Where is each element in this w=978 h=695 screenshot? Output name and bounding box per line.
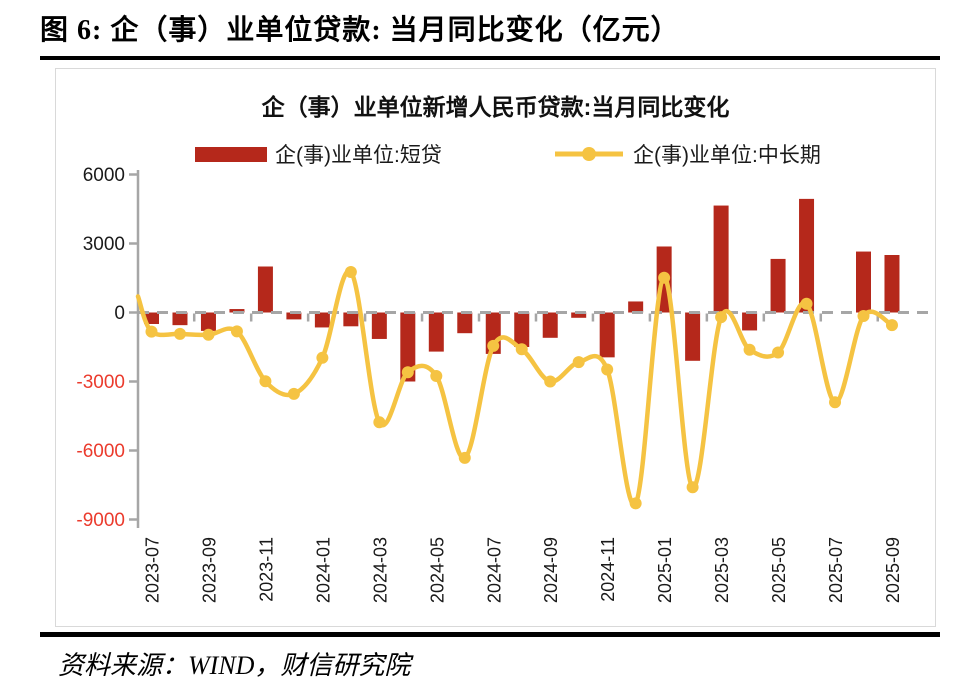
line-marker — [173, 327, 186, 340]
line-marker — [601, 363, 614, 376]
x-tick-label: 2024-07 — [484, 537, 504, 603]
x-tick-label: 2023-11 — [256, 537, 276, 602]
bar — [514, 312, 530, 347]
bar — [257, 266, 273, 313]
bar — [172, 312, 188, 326]
x-tick-label: 2024-03 — [370, 537, 390, 603]
bar — [371, 312, 387, 339]
bar — [770, 258, 786, 313]
x-tick-label: 2024-01 — [313, 537, 333, 603]
bar — [343, 312, 359, 327]
bar — [685, 312, 701, 361]
line-marker — [316, 351, 329, 364]
page-title: 图 6: 企（事）业单位贷款: 当月同比变化（亿元） — [40, 15, 680, 46]
line-marker — [629, 497, 642, 510]
line-marker — [401, 366, 414, 379]
bar — [144, 312, 159, 324]
line-marker — [658, 271, 671, 284]
line-marker — [857, 309, 870, 322]
bar — [542, 312, 558, 338]
x-tick-label: 2025-01 — [655, 537, 675, 603]
line-marker — [344, 266, 357, 279]
line-marker — [544, 375, 557, 388]
chart-plot: 6000 3000 0 -3000 -6000 -9000 2023-07 2023-09 20… — [76, 165, 929, 603]
y-tick-label: -6000 — [76, 441, 125, 462]
bar — [314, 312, 330, 328]
bar — [742, 312, 758, 331]
legend-item-short-loan: 企(事)业单位:短贷 — [195, 141, 442, 167]
line-marker — [202, 328, 215, 341]
legend-label-medium-long: 企(事)业单位:中长期 — [633, 144, 821, 167]
line-marker — [829, 396, 842, 409]
y-tick-label: -9000 — [76, 510, 125, 531]
bar — [799, 198, 815, 313]
bar — [628, 301, 644, 313]
x-tick-label: 2024-11 — [598, 537, 618, 602]
x-tick-label: 2023-09 — [199, 537, 219, 603]
y-tick-label: 3000 — [83, 234, 125, 255]
line-marker — [259, 375, 272, 388]
line-marker — [743, 343, 756, 356]
legend-label-short-loan: 企(事)业单位:短贷 — [275, 144, 442, 167]
line-marker — [715, 311, 728, 324]
line-marker — [458, 451, 471, 464]
line-marker — [373, 416, 386, 429]
y-tick-label: 0 — [114, 303, 125, 324]
line-marker — [430, 369, 443, 382]
line-marker — [230, 325, 243, 338]
source-note: 资料来源：WIND，财信研究院 — [58, 651, 411, 680]
x-tick-label: 2024-09 — [541, 537, 561, 603]
line-marker — [572, 356, 585, 369]
bar — [286, 312, 302, 320]
bar-swatch-icon — [195, 146, 267, 162]
chart-title: 企（事）业单位新增人民币贷款:当月同比变化 — [261, 94, 730, 120]
title-rule — [40, 56, 940, 60]
bar — [200, 312, 216, 331]
x-tick-label: 2025-09 — [883, 537, 903, 603]
x-tick-label: 2025-05 — [769, 537, 789, 603]
bar — [428, 312, 444, 352]
x-tick-label: 2024-05 — [427, 537, 447, 603]
bar — [571, 312, 587, 318]
x-tick-label: 2023-07 — [143, 537, 163, 603]
line-marker-swatch-icon — [555, 147, 623, 161]
legend: 企(事)业单位:短贷 企(事)业单位:中长期 — [0, 141, 978, 167]
y-tick-label: 6000 — [83, 165, 125, 186]
bottom-rule — [40, 632, 940, 637]
bar — [713, 205, 729, 313]
line-marker — [686, 481, 699, 494]
bar — [229, 309, 245, 313]
line-marker — [287, 387, 300, 400]
line-marker — [487, 339, 500, 352]
line-marker — [885, 319, 898, 332]
legend-item-medium-long: 企(事)业单位:中长期 — [553, 141, 821, 167]
bar — [457, 312, 473, 334]
bar — [856, 251, 871, 313]
bar — [884, 255, 900, 313]
trend-line — [135, 268, 895, 507]
x-tick-label: 2025-07 — [826, 537, 846, 603]
bar — [599, 312, 615, 358]
y-tick-label: -3000 — [76, 372, 125, 393]
line-marker — [515, 343, 528, 356]
x-tick-label: 2025-03 — [712, 537, 732, 603]
line-marker — [145, 325, 158, 338]
line-marker — [800, 297, 813, 310]
line-marker — [772, 346, 785, 359]
bar — [400, 312, 416, 382]
